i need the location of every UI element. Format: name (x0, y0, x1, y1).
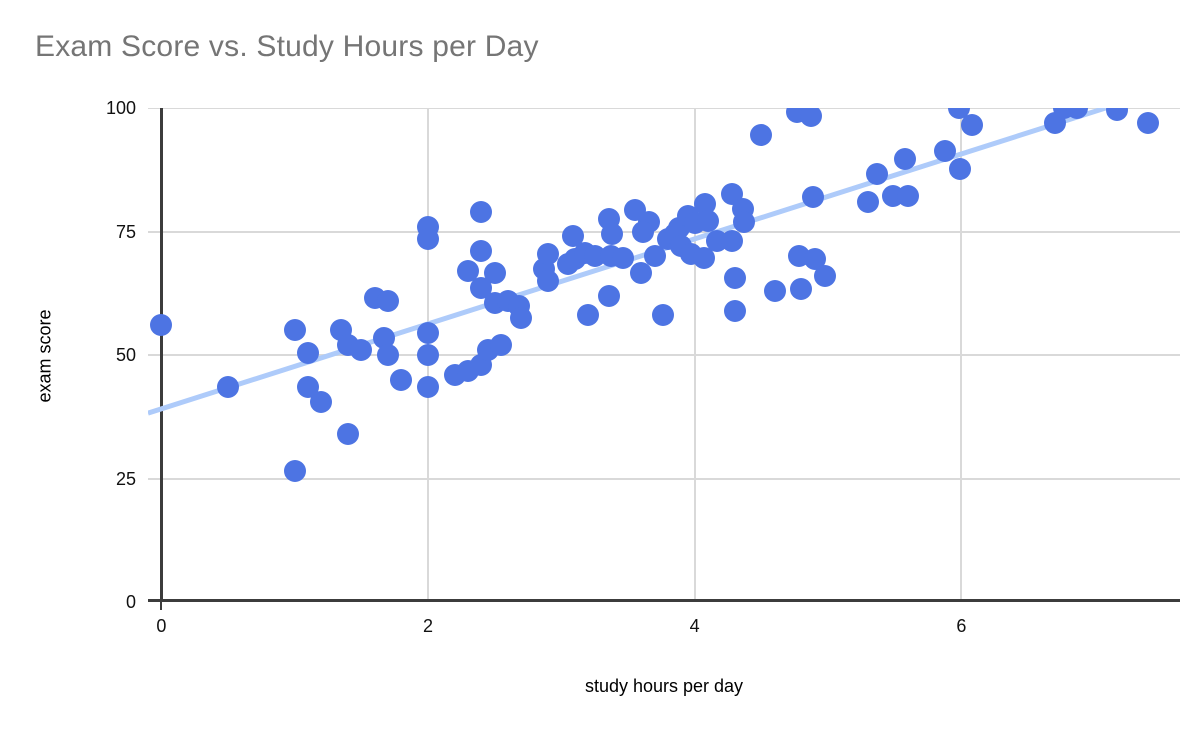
x-axis-origin-tick (160, 601, 163, 610)
scatter-point[interactable] (693, 246, 715, 269)
scatter-point[interactable] (417, 344, 439, 366)
scatter-point[interactable] (470, 240, 493, 263)
y-tick-label-25: 25 (115, 468, 136, 489)
scatter-point[interactable] (377, 344, 399, 366)
x-axis-line (148, 599, 1180, 602)
scatter-point[interactable] (814, 264, 837, 287)
scatter-point[interactable] (537, 269, 559, 292)
scatter-point[interactable] (417, 376, 439, 399)
scatter-point[interactable] (934, 139, 957, 162)
x-axis-title: study hours per day (584, 676, 744, 696)
scatter-point[interactable] (630, 262, 653, 285)
gridline-y-100 (148, 108, 1180, 109)
scatter-point[interactable] (337, 423, 359, 446)
scatter-point[interactable] (799, 108, 822, 127)
scatter-point[interactable] (373, 326, 395, 349)
x-tick-label-2: 2 (422, 616, 433, 636)
y-tick-label-50: 50 (115, 345, 136, 365)
scatter-point[interactable] (562, 225, 585, 248)
scatter-point[interactable] (490, 334, 513, 357)
scatter-point[interactable] (283, 460, 306, 483)
x-tick-label-0: 0 (156, 616, 167, 636)
scatter-point[interactable] (750, 123, 773, 146)
x-tick-label-4: 4 (689, 616, 700, 636)
x-tick-label-6: 6 (956, 616, 967, 636)
scatter-point[interactable] (897, 184, 919, 207)
scatter-point[interactable] (283, 319, 306, 342)
plot-area (148, 108, 1180, 602)
scatter-point[interactable] (1066, 108, 1089, 119)
scatter-point[interactable] (598, 284, 621, 307)
scatter-point[interactable] (150, 314, 173, 337)
scatter-point[interactable] (1106, 108, 1129, 122)
scatter-point[interactable] (483, 262, 506, 285)
scatter-point[interactable] (510, 306, 533, 329)
scatter-point[interactable] (723, 299, 746, 322)
scatter-point[interactable] (1053, 108, 1075, 119)
scatter-point[interactable] (350, 339, 373, 362)
y-tick-label-100: 100 (105, 98, 136, 118)
scatter-point[interactable] (721, 230, 743, 253)
scatter-point[interactable] (723, 267, 746, 290)
scatter-point[interactable] (694, 193, 717, 216)
y-axis-title: exam score (34, 309, 55, 403)
gridline-x-6 (960, 108, 963, 602)
scatter-point[interactable] (631, 220, 654, 243)
scatter-point[interactable] (894, 147, 917, 170)
y-axis-line (159, 108, 163, 602)
scatter-point[interactable] (643, 245, 666, 268)
scatter-point[interactable] (611, 246, 634, 269)
scatter-point[interactable] (790, 278, 813, 301)
scatter-point[interactable] (651, 304, 674, 327)
scatter-point[interactable] (297, 341, 319, 364)
scatter-point[interactable] (802, 185, 825, 208)
scatter-point[interactable] (577, 304, 599, 327)
scatter-point[interactable] (803, 248, 826, 271)
gridline-y-25 (148, 477, 1180, 480)
scatter-point[interactable] (417, 321, 439, 344)
scatter-point[interactable] (377, 289, 399, 312)
scatter-point[interactable] (537, 242, 559, 265)
scatter-point[interactable] (961, 114, 983, 137)
scatter-point[interactable] (601, 222, 623, 245)
chart-title: Exam Score vs. Study Hours per Day (35, 30, 539, 63)
scatter-point[interactable] (947, 108, 970, 119)
scatter-point[interactable] (470, 200, 493, 223)
scatter-point[interactable] (310, 390, 333, 413)
scatter-point[interactable] (390, 368, 413, 391)
y-tick-label-0: 0 (125, 592, 136, 612)
scatter-point[interactable] (733, 210, 755, 233)
scatter-point[interactable] (217, 376, 239, 399)
scatter-point[interactable] (1137, 111, 1159, 134)
scatter-point[interactable] (866, 163, 889, 186)
y-tick-label-75: 75 (115, 221, 136, 242)
scatter-point[interactable] (763, 279, 786, 302)
scatter-point[interactable] (857, 190, 879, 213)
scatter-point[interactable] (457, 260, 479, 283)
scatter-point[interactable] (949, 158, 971, 181)
scatter-point[interactable] (697, 210, 719, 233)
scatter-point[interactable] (417, 227, 439, 250)
gridline-x-4 (693, 108, 696, 602)
